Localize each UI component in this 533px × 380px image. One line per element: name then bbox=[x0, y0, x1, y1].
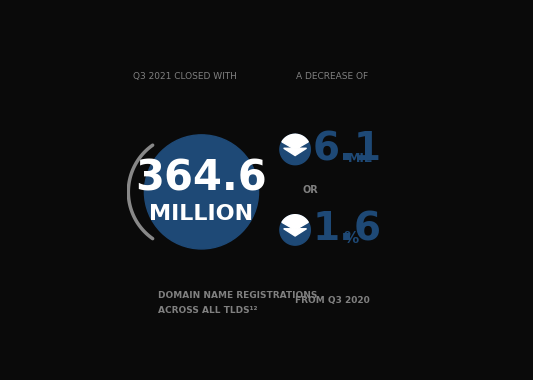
Polygon shape bbox=[295, 215, 308, 230]
Text: MILLION: MILLION bbox=[149, 204, 254, 224]
Text: 1.6: 1.6 bbox=[313, 211, 382, 249]
Circle shape bbox=[144, 135, 259, 249]
Text: OR: OR bbox=[302, 185, 318, 195]
Text: MIL: MIL bbox=[348, 152, 373, 165]
Text: Q3 2021 CLOSED WITH: Q3 2021 CLOSED WITH bbox=[133, 72, 237, 81]
Text: ACROSS ALL TLDS¹²: ACROSS ALL TLDS¹² bbox=[158, 306, 257, 315]
Polygon shape bbox=[284, 229, 306, 236]
Polygon shape bbox=[280, 134, 310, 165]
Polygon shape bbox=[284, 148, 306, 155]
Polygon shape bbox=[291, 218, 300, 227]
Text: A DECREASE OF: A DECREASE OF bbox=[296, 72, 368, 81]
Polygon shape bbox=[282, 134, 295, 149]
Polygon shape bbox=[295, 134, 308, 149]
Text: DOMAIN NAME REGISTRATIONS: DOMAIN NAME REGISTRATIONS bbox=[158, 291, 317, 300]
Polygon shape bbox=[282, 215, 295, 230]
Text: FROM Q3 2020: FROM Q3 2020 bbox=[295, 296, 370, 305]
Text: 364.6: 364.6 bbox=[135, 158, 268, 200]
Text: 6.1: 6.1 bbox=[313, 130, 382, 168]
Polygon shape bbox=[291, 138, 300, 147]
Text: %: % bbox=[343, 231, 359, 246]
Polygon shape bbox=[280, 215, 310, 245]
